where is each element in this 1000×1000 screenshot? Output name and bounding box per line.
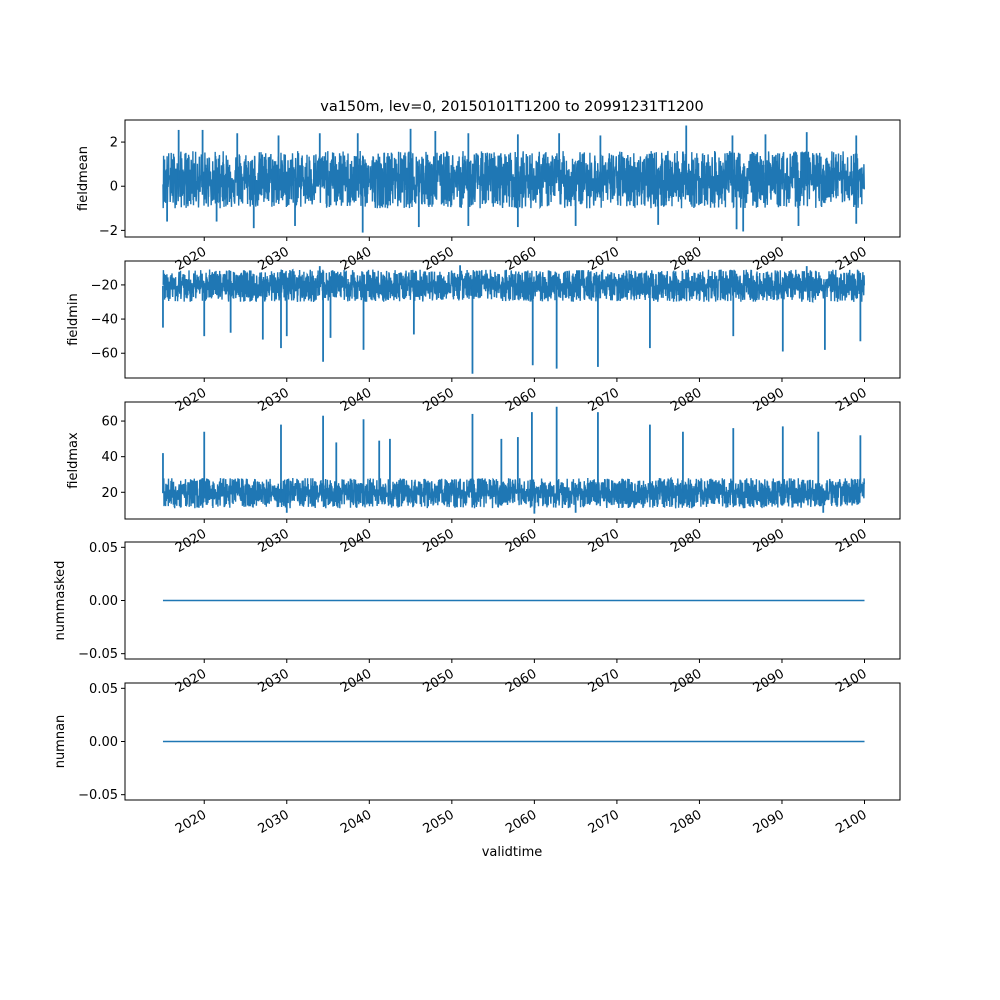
y-axis-label: fieldmean (76, 146, 91, 211)
x-axis-label: validtime (482, 845, 543, 860)
y-tick-label: 60 (101, 415, 118, 430)
y-tick-label: −0.05 (78, 647, 118, 662)
y-tick-label: 0.05 (89, 541, 118, 556)
y-tick-label: −0.05 (78, 788, 118, 803)
fieldmin-series-line (162, 268, 865, 303)
y-axis-label: nummasked (53, 561, 68, 641)
y-tick-label: 40 (101, 450, 118, 465)
fieldmax-axes-frame (124, 401, 901, 520)
y-axis-label: fieldmin (66, 293, 81, 346)
fieldmean-axes-frame (124, 119, 901, 238)
y-tick-label: 0.00 (89, 594, 118, 609)
y-tick-label: −20 (91, 278, 118, 293)
y-axis-label: fieldmax (66, 432, 81, 489)
chart-title: va150m, lev=0, 20150101T1200 to 20991231… (320, 99, 704, 115)
y-tick-label: −40 (91, 313, 118, 328)
fieldmax-series-line (162, 476, 865, 509)
y-tick-label: 0 (110, 180, 118, 195)
y-tick-label: 0.00 (89, 735, 118, 750)
y-tick-label: 0.05 (89, 682, 118, 697)
y-tick-label: −60 (91, 347, 118, 362)
fieldmean-series-line (162, 150, 865, 210)
y-tick-label: −2 (99, 224, 118, 239)
y-tick-label: 20 (101, 486, 118, 501)
y-axis-label: numnan (53, 715, 68, 769)
y-tick-label: 2 (110, 136, 118, 151)
